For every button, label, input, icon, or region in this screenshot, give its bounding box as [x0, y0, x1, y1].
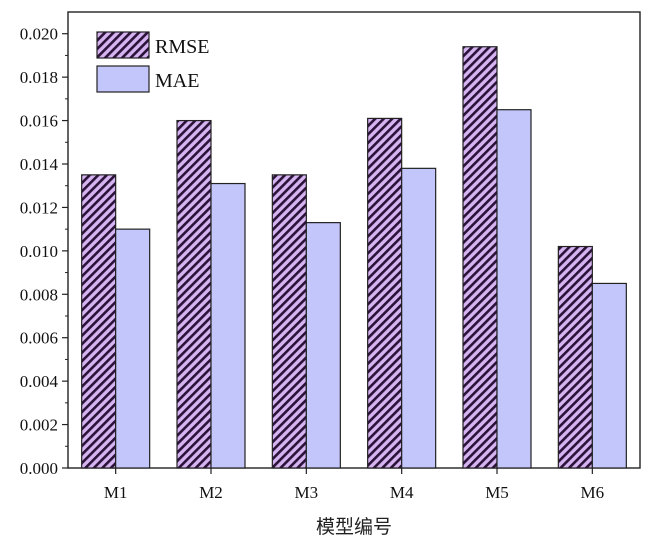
bar-mae-m5	[496, 109, 532, 469]
y-axis: 0.000 0.002 0.004 0.006 0.008 0.010 0.012 0.014…	[20, 25, 68, 478]
x-tick-label: M1	[104, 483, 128, 502]
y-tick-label: 0.004	[20, 372, 59, 391]
legend-swatch-rmse	[96, 31, 150, 59]
legend-label-rmse: RMSE	[155, 36, 209, 58]
bar-mae-m1	[115, 228, 151, 469]
legend-label-mae: MAE	[155, 70, 199, 92]
bar-rmse-m1	[81, 174, 117, 469]
x-axis: M1 M2 M3 M4 M5 M6	[104, 468, 604, 502]
y-tick-label: 0.002	[20, 416, 58, 435]
bar-rmse-m3	[271, 174, 307, 469]
legend: RMSE MAE	[96, 31, 209, 93]
x-tick-label: M4	[390, 483, 414, 502]
y-tick-label: 0.014	[20, 155, 59, 174]
x-tick-label: M2	[199, 483, 223, 502]
bar-mae-m6	[591, 282, 627, 469]
y-tick-label: 0.000	[20, 459, 58, 478]
bar-mae-m4	[401, 167, 437, 469]
bar-rmse-m5	[462, 46, 498, 469]
bar-rmse-m2	[176, 119, 212, 469]
y-tick-label: 0.012	[20, 198, 58, 217]
y-tick-label: 0.020	[20, 25, 58, 44]
y-tick-label: 0.006	[20, 329, 58, 348]
bar-rmse-m4	[367, 117, 403, 469]
y-tick-label: 0.010	[20, 242, 58, 261]
y-tick-label: 0.016	[20, 112, 58, 131]
bar-mae-m2	[210, 182, 246, 469]
plot-area	[67, 11, 641, 469]
legend-swatch-mae	[96, 65, 150, 93]
y-tick-label: 0.018	[20, 68, 58, 87]
x-axis-title: 模型编号	[316, 516, 392, 538]
bar-rmse-m6	[557, 245, 593, 469]
y-tick-label: 0.008	[20, 285, 58, 304]
x-tick-label: M6	[581, 483, 605, 502]
bars-group	[81, 46, 627, 469]
x-tick-label: M3	[295, 483, 319, 502]
bar-mae-m3	[305, 222, 341, 469]
x-tick-label: M5	[485, 483, 509, 502]
